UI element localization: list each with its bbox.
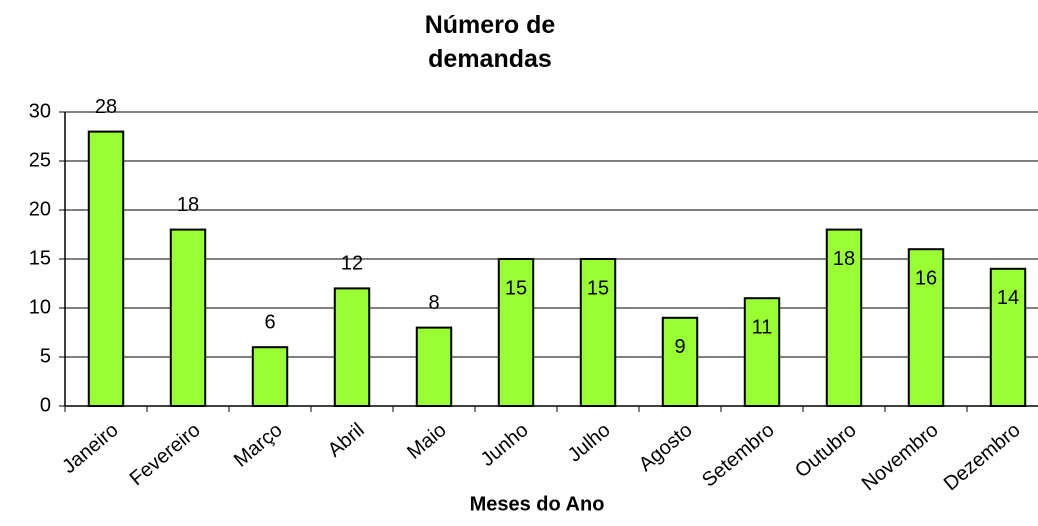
bar xyxy=(497,258,535,407)
data-label: 18 xyxy=(177,194,199,216)
x-tick-label: Novembro xyxy=(858,419,943,495)
data-label: 12 xyxy=(341,253,363,275)
bar xyxy=(825,228,863,407)
data-label: 15 xyxy=(505,277,527,299)
x-tick-label: Janeiro xyxy=(58,419,122,478)
x-tick-label: Abril xyxy=(324,419,369,462)
x-axis-label: Meses do Ano xyxy=(470,493,605,515)
y-tick-label: 20 xyxy=(29,198,51,220)
chart-title: Número de demandas xyxy=(424,11,556,73)
data-label: 18 xyxy=(833,248,855,270)
x-tick-label: Outubro xyxy=(791,419,861,482)
bar xyxy=(251,346,289,408)
x-tick-label: Agosto xyxy=(635,419,697,476)
data-label: 14 xyxy=(997,287,1019,309)
data-label: 9 xyxy=(674,336,685,358)
bar xyxy=(415,326,453,408)
data-label: 8 xyxy=(428,292,439,314)
x-tick-label: Fevereiro xyxy=(126,419,205,490)
y-tick-label: 25 xyxy=(29,149,51,171)
data-label: 11 xyxy=(752,316,773,338)
data-label: 16 xyxy=(915,267,937,289)
bar xyxy=(169,228,207,407)
x-tick-label: Junho xyxy=(477,419,533,471)
data-label: 28 xyxy=(95,96,117,118)
x-tick-label: Março xyxy=(230,419,287,472)
bar xyxy=(743,297,781,408)
bar xyxy=(989,267,1027,407)
y-tick-label: 30 xyxy=(29,100,51,122)
bar xyxy=(87,130,125,407)
y-tick-label: 0 xyxy=(40,394,51,416)
y-tick-label: 5 xyxy=(40,345,51,367)
x-tick-label: Setembro xyxy=(698,419,779,492)
bar xyxy=(579,258,617,407)
x-tick-label: Maio xyxy=(403,419,450,464)
y-tick-label: 10 xyxy=(29,296,51,318)
bar xyxy=(333,287,371,407)
data-label: 15 xyxy=(587,277,609,299)
bar xyxy=(661,316,699,407)
y-tick-label: 15 xyxy=(29,247,51,269)
bar xyxy=(907,248,945,407)
data-label: 6 xyxy=(264,311,275,333)
x-tick-label: Dezembro xyxy=(940,419,1025,495)
x-tick-label: Julho xyxy=(564,419,615,467)
